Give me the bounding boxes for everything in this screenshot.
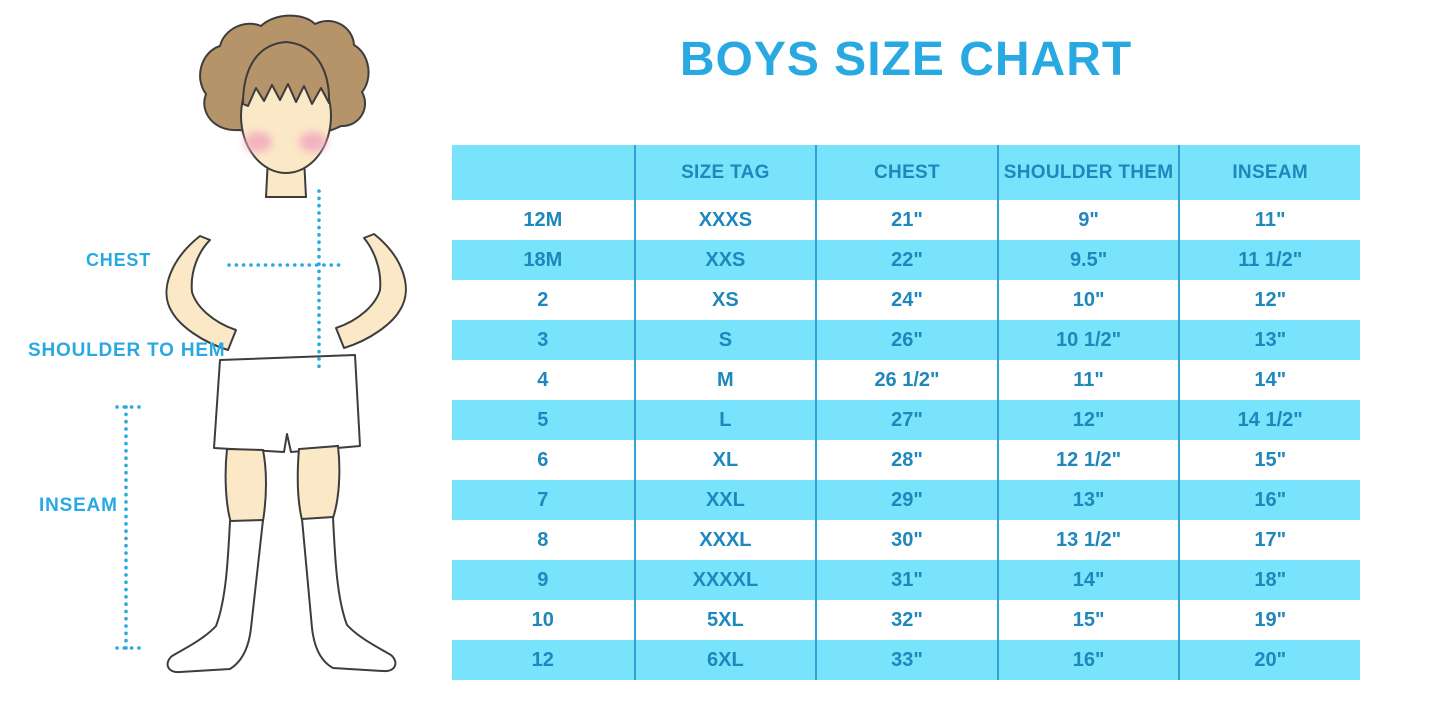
- table-cell: 32": [815, 600, 997, 640]
- table-cell: 12 1/2": [996, 440, 1179, 480]
- header-cell: [452, 145, 634, 200]
- table-cell: 12": [996, 400, 1179, 440]
- table-cell: 16": [996, 640, 1179, 680]
- sock-left: [166, 519, 264, 674]
- table-cell: 20": [1178, 640, 1360, 680]
- table-cell: 22": [815, 240, 997, 280]
- leg-left: [224, 447, 267, 525]
- table-cell: XXS: [633, 240, 816, 280]
- size-table: SIZE TAG CHEST SHOULDER THEM INSEAM 12M XXXS 2…: [452, 145, 1360, 680]
- size-cell: 7: [452, 480, 634, 520]
- shorts: [213, 354, 361, 453]
- table-cell: 16": [1178, 480, 1360, 520]
- header-cell: SIZE TAG: [633, 145, 816, 200]
- table-cell: S: [633, 320, 816, 360]
- chest-label: CHEST: [86, 250, 152, 270]
- table-cell: L: [633, 400, 816, 440]
- table-cell: 5XL: [633, 600, 816, 640]
- table-cell: 26": [815, 320, 997, 360]
- hair-fringe: [242, 41, 331, 107]
- table-cell: XXXS: [633, 200, 816, 240]
- table-cell: 13": [1178, 320, 1360, 360]
- boy-illustration: [115, 14, 407, 674]
- table-cell: XXL: [633, 480, 816, 520]
- table-cell: 13": [996, 480, 1179, 520]
- table-cell: 31": [815, 560, 997, 600]
- table-cell: 11": [1178, 200, 1360, 240]
- table-cell: 14": [1178, 360, 1360, 400]
- table-cell: 26 1/2": [815, 360, 997, 400]
- table-cell: 11 1/2": [1178, 240, 1360, 280]
- table-cell: 11": [996, 360, 1179, 400]
- table-cell: M: [633, 360, 816, 400]
- sock-right: [301, 516, 397, 673]
- table-cell: 27": [815, 400, 997, 440]
- shoulder-to-hem-label: SHOULDER TO HEM: [28, 340, 226, 361]
- table-cell: 15": [996, 600, 1179, 640]
- table-cell: 12": [1178, 280, 1360, 320]
- table-cell: 13 1/2": [996, 520, 1179, 560]
- table-cell: 14": [996, 560, 1179, 600]
- table-cell: 10": [996, 280, 1179, 320]
- table-cell: 28": [815, 440, 997, 480]
- size-cell: 3: [452, 320, 634, 360]
- table-cell: 24": [815, 280, 997, 320]
- table-cell: 18": [1178, 560, 1360, 600]
- arm-left: [165, 235, 237, 351]
- figure-area: CHEST SHOULDER TO HEM INSEAM: [0, 0, 460, 723]
- size-cell: 5: [452, 400, 634, 440]
- size-cell: 18M: [452, 240, 634, 280]
- table-cell: XXXL: [633, 520, 816, 560]
- size-cell: 9: [452, 560, 634, 600]
- size-cell: 12M: [523, 208, 563, 231]
- header-cell: SHOULDER THEM: [996, 145, 1179, 200]
- size-cell: 4: [537, 368, 549, 391]
- table-cell: 9.5": [996, 240, 1179, 280]
- table-cell: 29": [815, 480, 997, 520]
- table-cell: 9": [996, 200, 1179, 240]
- table-cell: 14 1/2": [1178, 400, 1360, 440]
- table-cell: 33": [815, 640, 997, 680]
- header-cell: CHEST: [815, 145, 997, 200]
- header-cell: INSEAM: [1178, 145, 1360, 200]
- table-cell: 21": [815, 200, 997, 240]
- table-cell: XS: [633, 280, 816, 320]
- table-cell: 19": [1178, 600, 1360, 640]
- size-cell: 10: [531, 608, 554, 631]
- size-cell: 12: [452, 640, 634, 680]
- cheek-left: [244, 132, 272, 152]
- table-cell: XL: [633, 440, 816, 480]
- size-cell: 6: [537, 448, 549, 471]
- table-cell: XXXXL: [633, 560, 816, 600]
- table-cell: 30": [815, 520, 997, 560]
- table-cell: 15": [1178, 440, 1360, 480]
- arm-right: [335, 233, 407, 349]
- page-title: BOYS SIZE CHART: [679, 33, 1133, 86]
- table-cell: 10 1/2": [996, 320, 1179, 360]
- cheek-right: [299, 132, 327, 152]
- size-cell: 8: [537, 528, 549, 551]
- size-cell: 2: [537, 288, 549, 311]
- table-cell: 17": [1178, 520, 1360, 560]
- table-cell: 6XL: [633, 640, 816, 680]
- inseam-label: INSEAM: [39, 495, 118, 516]
- leg-right: [296, 444, 341, 522]
